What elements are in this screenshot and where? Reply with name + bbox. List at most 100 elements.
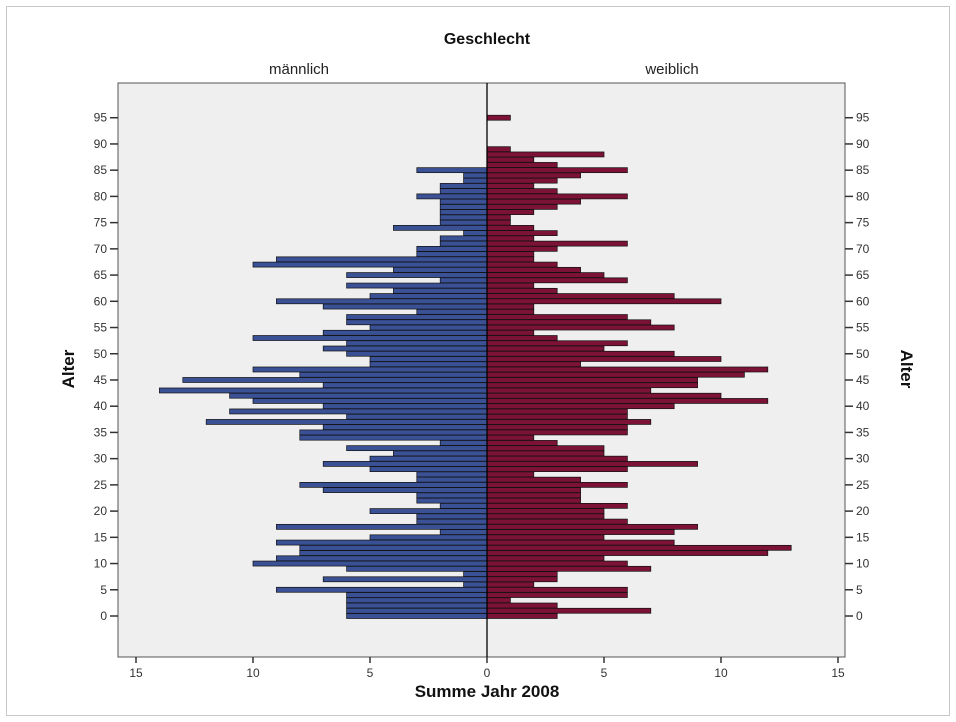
bar-weiblich-age-16 bbox=[486, 529, 675, 535]
bar-maennlich-age-63 bbox=[346, 282, 488, 289]
y-tick-label-right-55: 55 bbox=[856, 321, 870, 335]
bar-maennlich-age-24 bbox=[322, 487, 488, 493]
bar-weiblich-age-84 bbox=[486, 172, 581, 179]
y-tick-label-left-90: 90 bbox=[94, 137, 108, 151]
bar-weiblich-age-54 bbox=[486, 329, 535, 336]
bar-weiblich-age-28 bbox=[486, 466, 628, 472]
bar-weiblich-age-42 bbox=[486, 392, 722, 399]
bar-maennlich-age-15 bbox=[369, 534, 488, 541]
bar-weiblich-age-10 bbox=[486, 560, 628, 567]
bar-maennlich-age-80 bbox=[416, 193, 488, 200]
bar-maennlich-age-57 bbox=[346, 314, 488, 320]
bar-weiblich-age-48 bbox=[486, 361, 581, 368]
bar-maennlich-age-85 bbox=[416, 167, 488, 174]
bar-maennlich-age-33 bbox=[439, 440, 488, 446]
bar-weiblich-age-12 bbox=[486, 550, 769, 556]
bar-maennlich-age-19 bbox=[416, 513, 488, 520]
bar-weiblich-age-20 bbox=[486, 508, 605, 514]
bar-weiblich-age-18 bbox=[486, 518, 628, 525]
bar-weiblich-age-65 bbox=[486, 272, 605, 278]
bar-weiblich-age-72 bbox=[486, 235, 535, 242]
bar-weiblich-age-0 bbox=[486, 613, 558, 619]
bar-weiblich-age-51 bbox=[486, 345, 605, 352]
bar-weiblich-age-45 bbox=[486, 377, 698, 383]
bar-weiblich-age-64 bbox=[486, 277, 628, 284]
bar-weiblich-age-89 bbox=[486, 146, 511, 153]
bar-weiblich-age-14 bbox=[486, 539, 675, 546]
y-tick-label-left-5: 5 bbox=[100, 583, 107, 597]
bar-weiblich-age-26 bbox=[486, 476, 581, 483]
bar-maennlich-age-42 bbox=[229, 392, 488, 399]
y-tick-label-left-80: 80 bbox=[94, 189, 108, 203]
bar-weiblich-age-21 bbox=[486, 503, 628, 509]
y-tick-label-right-15: 15 bbox=[856, 530, 870, 544]
bar-maennlich-age-58 bbox=[416, 308, 488, 315]
bar-maennlich-age-16 bbox=[439, 529, 488, 535]
y-tick-label-right-35: 35 bbox=[856, 425, 870, 439]
bar-weiblich-age-32 bbox=[486, 445, 605, 452]
bar-maennlich-age-10 bbox=[252, 560, 488, 567]
bar-maennlich-age-81 bbox=[439, 188, 488, 195]
y-tick-label-right-30: 30 bbox=[856, 452, 870, 466]
bar-maennlich-age-43 bbox=[159, 387, 488, 394]
bar-maennlich-age-25 bbox=[299, 482, 488, 488]
y-tick-label-right-85: 85 bbox=[856, 163, 870, 177]
bar-weiblich-age-70 bbox=[486, 246, 558, 252]
bar-weiblich-age-78 bbox=[486, 204, 558, 210]
y-tick-label-left-75: 75 bbox=[94, 216, 108, 230]
panel-label-weiblich: weiblich bbox=[644, 61, 698, 78]
y-tick-label-right-25: 25 bbox=[856, 478, 870, 492]
bar-weiblich-age-71 bbox=[486, 240, 628, 247]
bar-weiblich-age-63 bbox=[486, 282, 535, 289]
y-tick-label-left-95: 95 bbox=[94, 111, 108, 125]
y-tick-label-left-0: 0 bbox=[100, 609, 107, 623]
bar-weiblich-age-66 bbox=[486, 266, 581, 273]
y-tick-label-left-25: 25 bbox=[94, 478, 108, 492]
bar-weiblich-age-41 bbox=[486, 398, 769, 404]
chart-frame: Geschlecht männlich weiblich 0 0 5 5 10 10 15 1… bbox=[6, 6, 950, 716]
bar-maennlich-age-59 bbox=[322, 303, 488, 310]
bar-weiblich-age-85 bbox=[486, 167, 628, 174]
y-tick-label-left-10: 10 bbox=[94, 557, 108, 571]
bar-weiblich-age-53 bbox=[486, 335, 558, 341]
y-tick-label-right-70: 70 bbox=[856, 242, 870, 256]
bar-weiblich-age-55 bbox=[486, 324, 675, 331]
bar-weiblich-age-77 bbox=[486, 209, 535, 215]
bar-weiblich-age-52 bbox=[486, 340, 628, 347]
bar-maennlich-age-52 bbox=[346, 340, 488, 347]
bar-maennlich-age-32 bbox=[346, 445, 488, 452]
bar-maennlich-age-28 bbox=[369, 466, 488, 472]
bar-weiblich-age-5 bbox=[486, 586, 628, 593]
bar-maennlich-age-73 bbox=[463, 230, 488, 236]
bar-maennlich-age-36 bbox=[322, 424, 488, 431]
bar-weiblich-age-47 bbox=[486, 366, 769, 373]
bar-weiblich-age-56 bbox=[486, 319, 652, 326]
bar-weiblich-age-69 bbox=[486, 251, 535, 257]
y-tick-label-right-50: 50 bbox=[856, 347, 870, 361]
bar-maennlich-age-67 bbox=[252, 261, 488, 268]
bar-weiblich-age-62 bbox=[486, 287, 558, 294]
bar-maennlich-age-34 bbox=[299, 434, 488, 441]
bar-maennlich-age-8 bbox=[463, 571, 488, 577]
bar-maennlich-age-60 bbox=[276, 298, 488, 305]
y-tick-label-right-65: 65 bbox=[856, 268, 870, 282]
bar-maennlich-age-22 bbox=[416, 497, 488, 504]
bar-maennlich-age-45 bbox=[182, 377, 488, 383]
bar-weiblich-age-79 bbox=[486, 198, 581, 205]
bar-maennlich-age-44 bbox=[322, 382, 488, 389]
bar-maennlich-age-75 bbox=[439, 219, 488, 226]
bar-weiblich-age-50 bbox=[486, 350, 675, 357]
bar-weiblich-age-33 bbox=[486, 440, 558, 446]
bar-maennlich-age-77 bbox=[439, 209, 488, 215]
bar-weiblich-age-3 bbox=[486, 597, 511, 604]
bar-maennlich-age-70 bbox=[416, 246, 488, 252]
bar-maennlich-age-6 bbox=[463, 581, 488, 588]
bar-weiblich-age-95 bbox=[486, 114, 511, 121]
bar-maennlich-age-0 bbox=[346, 613, 488, 619]
y-tick-label-right-40: 40 bbox=[856, 399, 870, 413]
bar-maennlich-age-3 bbox=[346, 597, 488, 604]
bar-maennlich-age-79 bbox=[439, 198, 488, 205]
bar-maennlich-age-2 bbox=[346, 602, 488, 609]
bar-maennlich-age-41 bbox=[252, 398, 488, 404]
bar-maennlich-age-72 bbox=[439, 235, 488, 242]
